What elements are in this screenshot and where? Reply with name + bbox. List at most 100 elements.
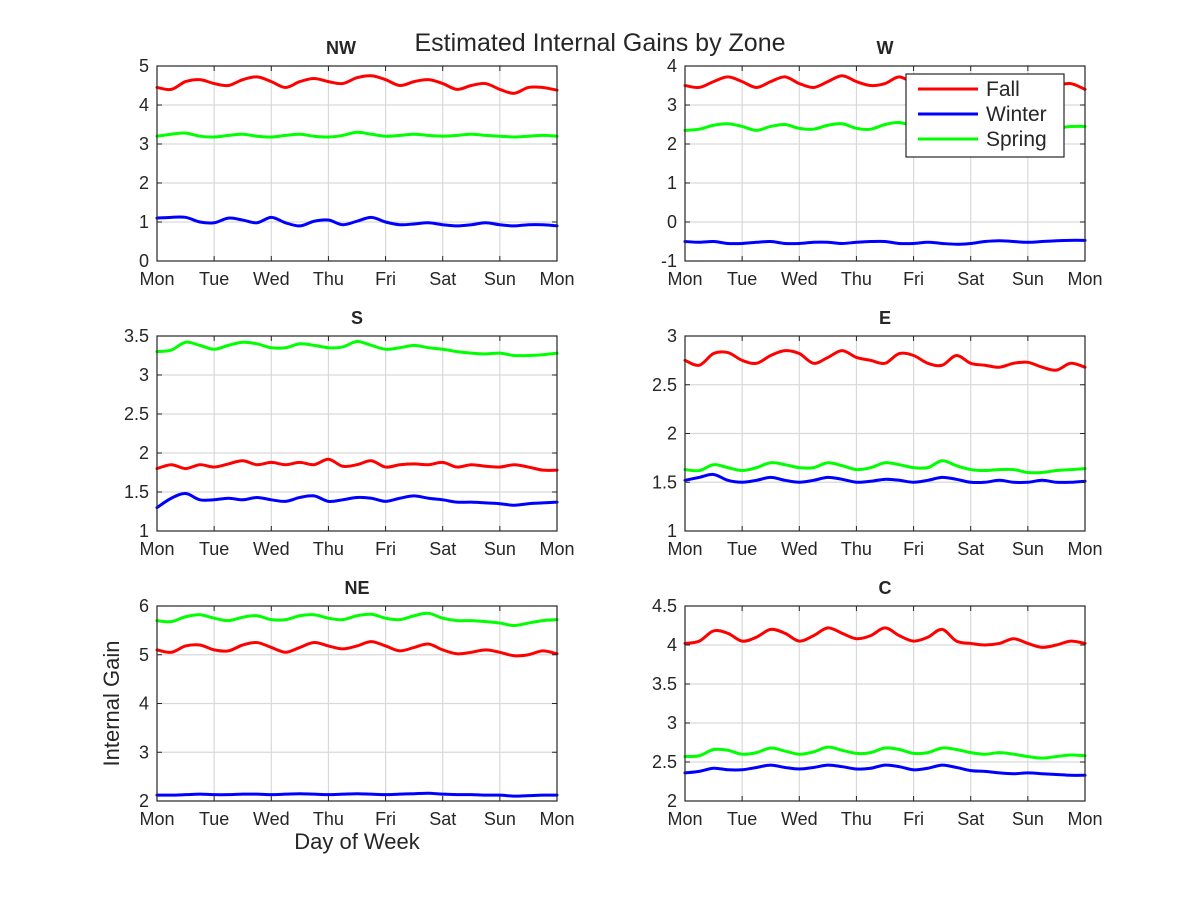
- figure-title: Estimated Internal Gains by Zone: [414, 29, 785, 57]
- x-tick-label: Mon: [139, 269, 174, 289]
- x-tick-label: Wed: [253, 809, 290, 829]
- x-axis-label: Day of Week: [294, 829, 421, 854]
- series-line-winter: [155, 215, 559, 228]
- y-tick-label: 2: [667, 791, 677, 811]
- x-tick-label: Mon: [139, 539, 174, 559]
- x-tick-label: Wed: [781, 809, 818, 829]
- x-tick-label: Wed: [253, 269, 290, 289]
- x-tick-label: Sat: [429, 539, 456, 559]
- plot-area: [157, 336, 557, 531]
- series-line-winter: [683, 763, 1087, 777]
- x-tick-label: Tue: [727, 809, 757, 829]
- series-line-spring: [155, 130, 559, 139]
- y-tick-label: 3: [667, 95, 677, 115]
- x-tick-label: Fri: [375, 809, 396, 829]
- series-line-spring: [155, 611, 559, 627]
- y-tick-label: 4: [139, 694, 149, 714]
- series-group: [683, 349, 1087, 485]
- x-tick-label: Mon: [539, 269, 574, 289]
- y-tick-label: 3: [667, 326, 677, 346]
- x-tick-label: Sun: [1012, 269, 1044, 289]
- series-group: [155, 611, 559, 798]
- series-line-fall: [155, 640, 559, 658]
- x-tick-label: Tue: [727, 269, 757, 289]
- y-tick-label: 4.5: [652, 596, 677, 616]
- x-tick-label: Fri: [903, 269, 924, 289]
- y-tick-label: 5: [139, 56, 149, 76]
- x-tick-label: Tue: [199, 269, 229, 289]
- y-tick-label: 1: [667, 173, 677, 193]
- series-line-fall: [683, 349, 1087, 372]
- series-line-winter: [155, 791, 559, 798]
- x-tick-label: Mon: [667, 539, 702, 559]
- gridlines: [157, 336, 557, 531]
- y-tick-label: 1.5: [124, 482, 149, 502]
- y-tick-label: 4: [667, 56, 677, 76]
- y-tick-label: 3: [139, 742, 149, 762]
- x-tick-label: Mon: [139, 809, 174, 829]
- x-tick-label: Mon: [539, 809, 574, 829]
- series-line-winter: [683, 472, 1087, 485]
- x-tick-label: Sat: [429, 809, 456, 829]
- legend-label-fall: Fall: [986, 78, 1020, 101]
- x-tick-label: Sat: [957, 269, 984, 289]
- x-tick-label: Wed: [253, 539, 290, 559]
- x-tick-label: Sat: [429, 269, 456, 289]
- x-tick-label: Thu: [313, 809, 344, 829]
- series-line-spring: [155, 339, 559, 358]
- panel-w: Mon Tue Wed Thu Fri Sat Sun Mon-101234WFallWint…: [661, 38, 1103, 289]
- x-tick-label: Fri: [903, 809, 924, 829]
- series-line-winter: [683, 238, 1087, 246]
- x-tick-label: Sun: [484, 539, 516, 559]
- x-tick-label: Fri: [375, 269, 396, 289]
- series-line-spring: [683, 745, 1087, 760]
- y-tick-label: 3: [667, 713, 677, 733]
- x-tick-label: Mon: [1067, 269, 1102, 289]
- x-tick-label: Sun: [1012, 539, 1044, 559]
- panel-title: W: [877, 38, 894, 58]
- y-tick-label: 5: [139, 645, 149, 665]
- y-tick-label: 2.5: [124, 404, 149, 424]
- series-line-fall: [683, 626, 1087, 649]
- x-tick-label: Mon: [667, 809, 702, 829]
- y-tick-label: 3.5: [652, 674, 677, 694]
- series-group: [155, 74, 559, 228]
- x-tick-label: Wed: [781, 539, 818, 559]
- axes-box: [156, 65, 558, 262]
- y-tick-label: 2: [667, 134, 677, 154]
- y-tick-label: -1: [661, 251, 677, 271]
- series-group: [155, 339, 559, 510]
- y-tick-label: 2.5: [652, 375, 677, 395]
- y-tick-label: 1.5: [652, 472, 677, 492]
- x-tick-label: Mon: [1067, 809, 1102, 829]
- x-tick-label: Tue: [727, 539, 757, 559]
- legend-label-spring: Spring: [986, 128, 1047, 151]
- x-tick-label: Mon: [539, 539, 574, 559]
- legend-label-winter: Winter: [986, 103, 1047, 126]
- x-tick-label: Thu: [313, 539, 344, 559]
- panel-title: C: [879, 578, 892, 598]
- x-tick-label: Tue: [199, 539, 229, 559]
- y-tick-label: 3: [139, 365, 149, 385]
- panel-title: E: [879, 308, 891, 328]
- panel-title: NE: [344, 578, 369, 598]
- y-tick-label: 4: [139, 95, 149, 115]
- y-tick-label: 4: [667, 635, 677, 655]
- y-tick-label: 1: [139, 212, 149, 232]
- gridlines: [685, 606, 1085, 801]
- panel-title: NW: [326, 38, 356, 58]
- y-tick-label: 2.5: [652, 752, 677, 772]
- y-tick-label: 2: [139, 443, 149, 463]
- y-tick-label: 2: [139, 791, 149, 811]
- series-line-fall: [155, 74, 559, 95]
- x-tick-label: Mon: [667, 269, 702, 289]
